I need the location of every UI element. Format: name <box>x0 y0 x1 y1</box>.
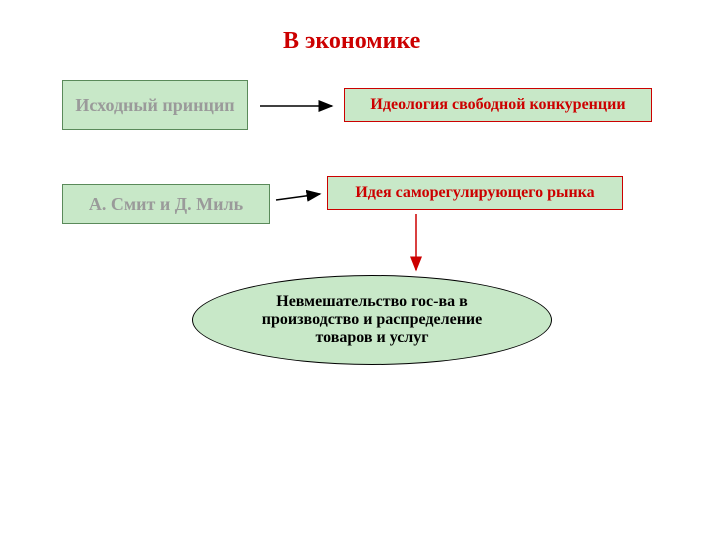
edge-arrow <box>276 194 320 200</box>
edges-layer <box>0 0 720 540</box>
